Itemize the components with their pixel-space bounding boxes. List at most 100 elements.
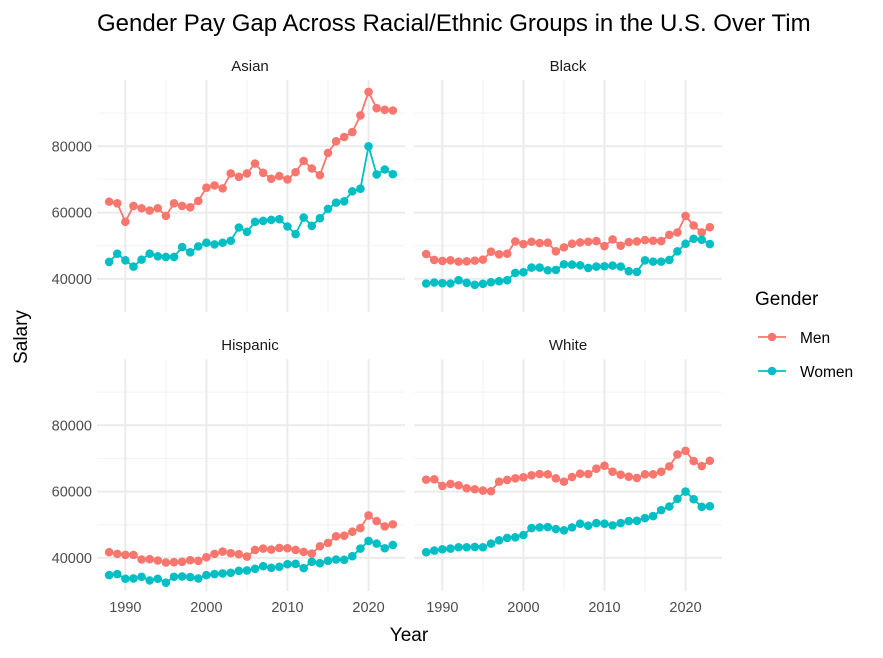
data-point-women [161,578,171,588]
data-point-women [592,262,601,271]
data-point-women [348,187,357,196]
data-point-men [656,467,666,476]
data-point-men [194,196,203,206]
data-point-men [218,547,227,556]
data-point-women [339,555,349,565]
data-point-men [266,174,276,184]
data-point-men [234,172,244,182]
data-point-men [307,549,317,558]
data-point-men [559,243,569,252]
data-point-women [307,221,317,231]
data-point-women [559,526,569,535]
data-point-women [307,557,317,567]
data-point-men [697,461,707,471]
data-point-women [234,566,244,576]
facet-panel-hispanic: 40000 60000 80000 1990 2000 2010 2020 [52,359,405,616]
data-point-men [665,462,674,471]
data-point-women [592,518,601,528]
data-point-women [543,265,553,275]
data-point-women [129,262,138,271]
data-point-men [299,156,308,166]
data-point-men [551,474,561,483]
x-tick-label: 2010 [271,600,303,616]
data-point-men [299,547,308,557]
data-point-women [656,257,666,266]
data-point-men [648,236,658,246]
data-point-women [527,263,536,272]
facet-panel-asian: 40000 60000 80000 [52,80,405,312]
data-point-men [567,472,577,482]
data-point-women [665,255,674,265]
data-point-women [567,523,577,532]
data-point-men [315,170,325,180]
data-point-men [689,456,698,466]
data-point-men [446,479,455,489]
data-point-women [446,544,455,553]
data-point-men [234,549,244,559]
data-point-men [640,470,650,479]
data-point-men [665,230,674,240]
data-point-women [242,566,252,575]
data-point-women [388,169,398,179]
data-point-men [291,545,300,555]
x-tick-label: 2000 [507,600,539,616]
data-point-men [210,549,219,559]
data-point-men [438,256,447,266]
data-point-women [583,263,593,273]
data-point-men [697,228,707,237]
data-point-men [112,198,122,208]
data-point-men [616,241,625,251]
facet-strip-label: Black [550,58,587,75]
data-point-men [291,167,300,177]
data-point-women [600,519,609,529]
data-point-women [462,278,471,288]
data-point-men [519,473,528,482]
data-point-men [364,511,373,520]
data-point-women [137,572,146,582]
data-point-men [519,239,528,249]
data-point-men [511,237,520,246]
data-point-men [583,237,593,247]
data-point-men [250,159,260,168]
data-point-women [153,574,163,584]
data-point-men [648,470,658,479]
data-point-women [462,542,471,552]
data-point-women [567,260,577,269]
x-axis-title: Year [390,625,429,646]
data-point-men [583,469,593,479]
facet-strip-label: Asian [231,58,269,75]
data-point-men [250,545,260,555]
data-point-women [266,215,276,225]
data-point-men [121,217,130,227]
data-point-women [705,239,715,249]
data-point-men [372,103,381,113]
data-point-men [535,238,544,248]
data-point-men [226,169,236,178]
data-point-women [616,262,625,271]
data-point-women [429,278,439,287]
data-point-women [258,561,268,571]
data-point-men [689,221,698,230]
data-point-men [656,236,666,246]
data-point-women [185,572,195,582]
data-point-men [438,481,447,491]
data-point-women [364,536,373,546]
y-tick-label: 80000 [52,418,92,434]
data-point-women [511,533,520,542]
data-point-women [323,204,333,214]
data-point-women [486,539,496,548]
data-point-men [339,132,349,142]
series-line-women [425,490,710,554]
data-point-women [632,267,642,277]
data-point-women [705,501,715,511]
data-point-men [121,550,130,560]
data-point-men [218,184,227,193]
data-point-women [697,235,707,245]
x-tick-label: 2020 [352,600,384,616]
data-point-men [551,247,561,256]
data-point-men [454,257,463,266]
data-point-men [462,256,471,266]
data-point-women [104,257,114,267]
data-point-men [137,555,146,564]
data-point-women [527,523,536,533]
